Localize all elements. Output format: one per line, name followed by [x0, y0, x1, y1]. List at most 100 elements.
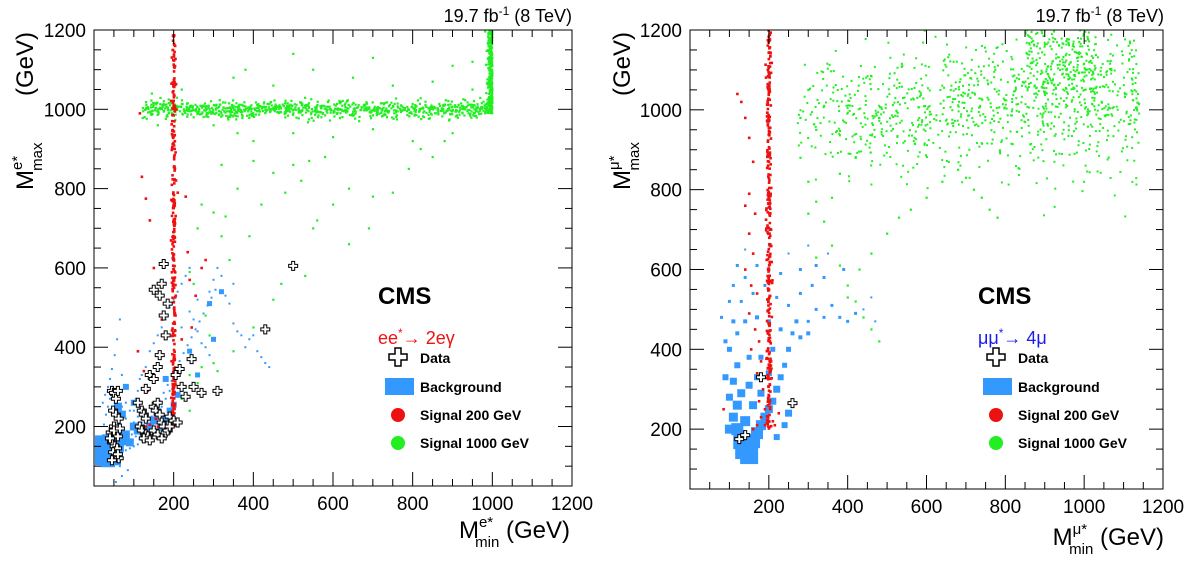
signal-1000-point — [221, 114, 224, 117]
signal-1000-point — [273, 99, 276, 102]
signal-1000-point — [1052, 40, 1055, 43]
signal-1000-point — [1013, 90, 1016, 93]
data-point — [170, 369, 181, 380]
signal-1000-point — [960, 94, 963, 97]
background-point — [124, 401, 127, 404]
signal-1000-point — [989, 106, 992, 109]
signal-1000-point — [1067, 134, 1070, 137]
background-point — [126, 469, 129, 472]
background-box — [807, 244, 810, 247]
signal-1000-point — [815, 200, 818, 203]
left-x-axis-title: Me* min (GeV) — [459, 514, 570, 551]
signal-200-point — [172, 95, 176, 99]
signal-1000-point — [486, 98, 489, 101]
signal-1000-point — [1057, 116, 1060, 119]
signal-1000-point — [1021, 95, 1024, 98]
right-lumi-label: 19.7 fb-1 (8 TeV) — [1036, 4, 1164, 26]
signal-200-point — [171, 242, 174, 246]
background-box — [732, 400, 742, 410]
signal-200-point — [767, 394, 771, 398]
signal-1000-point — [952, 124, 955, 127]
signal-1000-point — [1071, 99, 1074, 102]
signal-1000-point — [235, 102, 238, 105]
signal-1000-point — [1041, 120, 1044, 123]
signal-1000-point — [297, 107, 300, 110]
signal-1000-point — [902, 141, 905, 144]
signal-200-point — [174, 179, 178, 182]
signal-1000-point — [959, 154, 962, 157]
signal-1000-point — [1046, 79, 1049, 82]
signal-200-point — [757, 340, 761, 343]
signal-1000-point — [454, 115, 457, 118]
signal-200-point — [768, 119, 771, 122]
signal-1000-point — [430, 107, 434, 111]
signal-1000-point — [1047, 73, 1050, 76]
background-box — [218, 289, 224, 295]
signal-1000-point — [1069, 61, 1072, 64]
signal-200-point — [172, 405, 176, 409]
background-box — [725, 393, 733, 401]
signal-1000-point — [1080, 37, 1083, 40]
signal-1000-point — [1099, 117, 1102, 120]
signal-200-point — [769, 252, 772, 256]
signal-1000-point — [304, 106, 307, 110]
signal-1000-point — [944, 150, 947, 153]
signal-1000-point — [489, 69, 492, 72]
signal-1000-point — [438, 104, 442, 107]
signal-1000-point — [1084, 102, 1087, 105]
background-point — [156, 334, 159, 337]
signal-1000-point — [1042, 83, 1045, 86]
signal-1000-point — [977, 80, 980, 83]
signal-1000-point — [169, 104, 172, 107]
signal-1000-point — [1105, 73, 1108, 76]
signal-200-point — [767, 145, 771, 149]
signal-1000-point — [436, 108, 439, 111]
signal-1000-point — [1026, 87, 1029, 90]
signal-1000-point — [886, 95, 889, 98]
signal-1000-point — [1075, 151, 1078, 154]
background-point — [188, 266, 191, 269]
signal-1000-point — [334, 107, 337, 110]
signal-1000-point — [1058, 63, 1061, 66]
right-y-axis-symbol: Mμ* max — [606, 142, 643, 190]
signal-1000-point — [822, 77, 825, 80]
data-point — [114, 423, 125, 434]
signal-1000-point — [1065, 87, 1068, 90]
signal-1000-point — [1000, 181, 1003, 184]
signal-200-point — [767, 420, 771, 423]
signal-1000-point — [422, 106, 425, 109]
signal-1000-point — [208, 111, 211, 114]
signal-1000-point — [1073, 152, 1076, 155]
signal-1000-point — [1084, 106, 1087, 109]
signal-1000-point — [327, 99, 330, 102]
signal-1000-point — [1043, 214, 1046, 217]
signal-1000-point — [1121, 53, 1124, 56]
signal-1000-point — [232, 99, 235, 102]
background-point — [180, 282, 183, 285]
signal-1000-point — [982, 65, 985, 68]
signal-1000-point — [952, 98, 955, 101]
signal-1000-point — [873, 135, 876, 138]
signal-1000-point — [1084, 30, 1087, 33]
signal-1000-point — [970, 134, 973, 137]
background-point — [196, 298, 199, 301]
signal-1000-point — [278, 104, 281, 107]
signal-1000-point — [831, 133, 834, 136]
signal-1000-point — [322, 104, 326, 107]
signal-1000-point — [962, 107, 965, 110]
signal-1000-point — [837, 127, 840, 130]
signal-1000-point — [1025, 51, 1028, 54]
signal-1000-point — [1079, 30, 1082, 32]
signal-1000-point — [857, 89, 860, 92]
data-point — [176, 381, 187, 392]
background-box — [798, 335, 803, 340]
signal-1000-point — [1133, 108, 1136, 111]
signal-1000-point — [1005, 50, 1008, 53]
signal-1000-point — [1043, 53, 1046, 56]
background-box — [145, 422, 154, 431]
signal-1000-point — [1088, 134, 1091, 137]
background-point — [224, 294, 227, 297]
background-point — [130, 433, 133, 436]
signal-1000-point — [1068, 44, 1071, 47]
signal-1000-point — [461, 112, 464, 115]
